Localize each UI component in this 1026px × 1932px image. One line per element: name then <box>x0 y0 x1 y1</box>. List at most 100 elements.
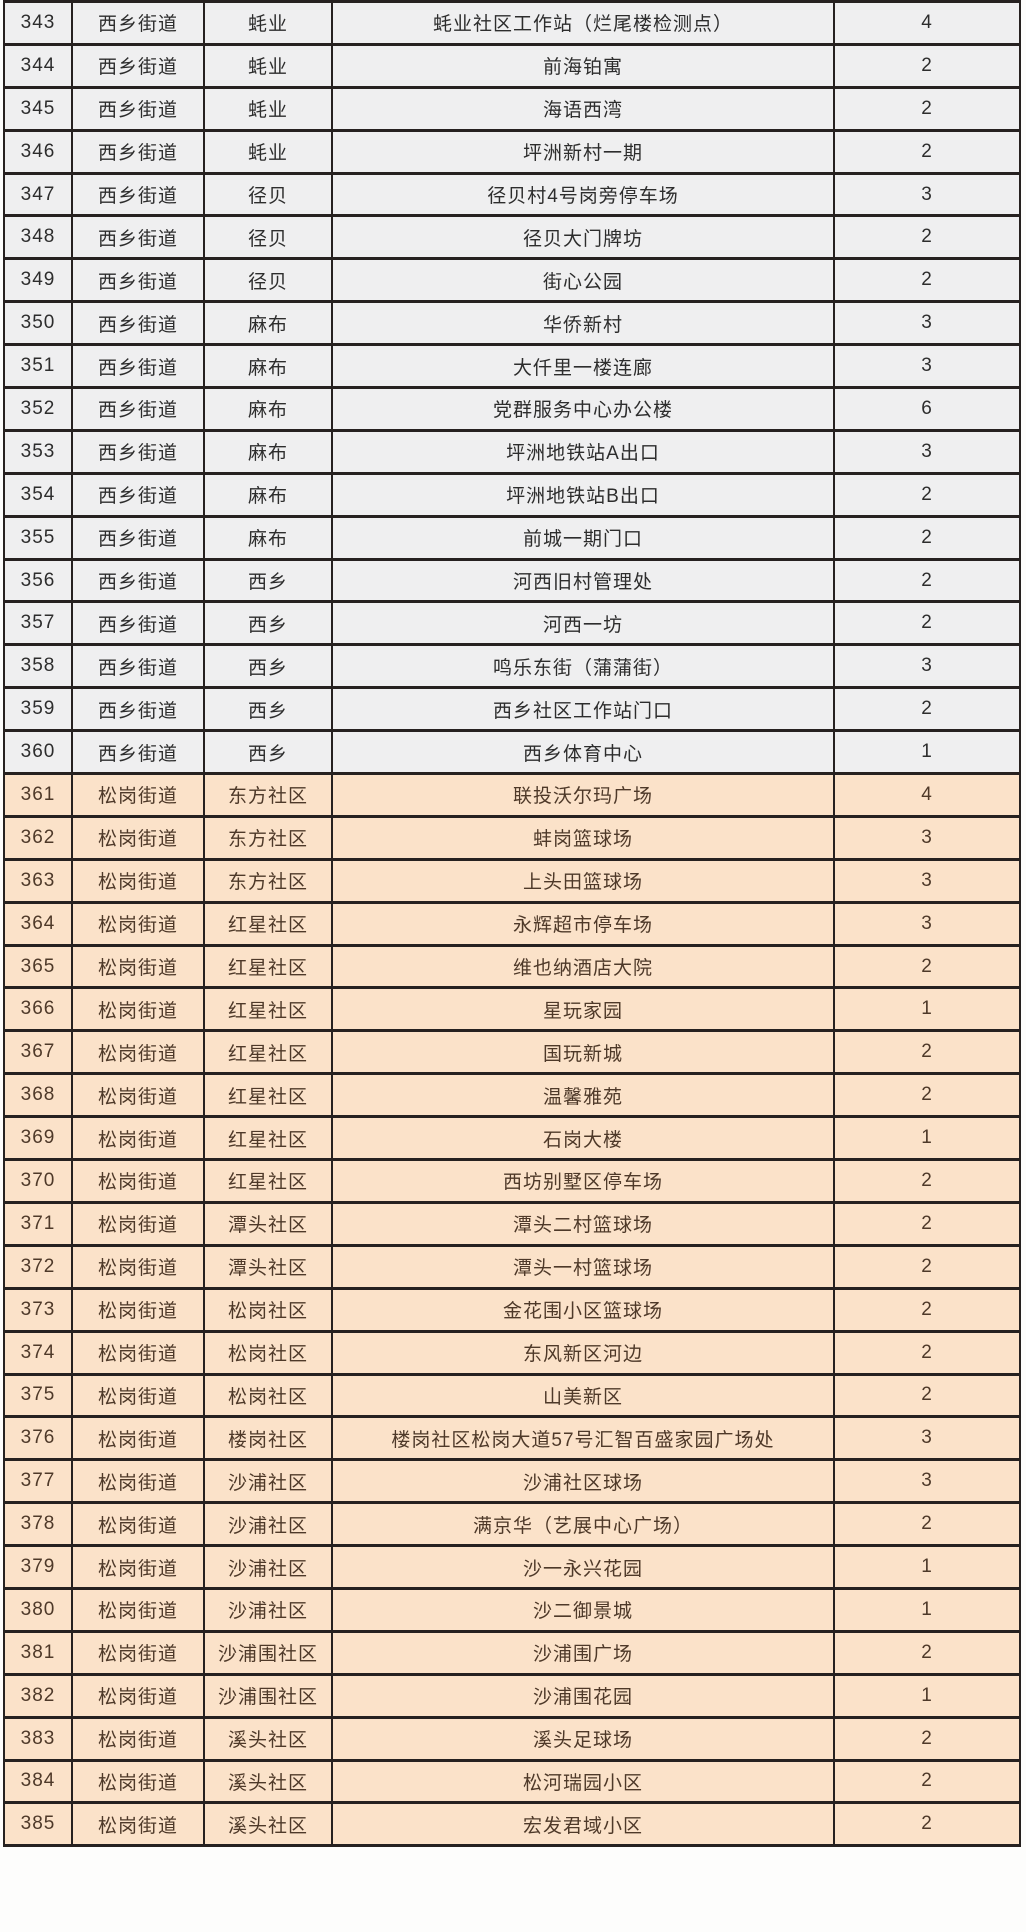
table-row: 384 松岗街道 溪头社区 松河瑞园小区 2 <box>3 1758 1021 1805</box>
table-row: 352 西乡街道 麻布 党群服务中心办公楼 6 <box>3 386 1021 432</box>
location-cell: 海语西湾 <box>331 85 835 132</box>
community-cell: 西乡 <box>203 600 333 647</box>
count-cell: 3 <box>833 343 1021 390</box>
table-row: 358 西乡街道 西乡 鸣乐东街（蒲蒲街） 3 <box>3 643 1021 690</box>
row-number-cell: 361 <box>3 772 73 818</box>
street-cell: 西乡街道 <box>71 471 205 518</box>
street-cell: 西乡街道 <box>71 729 205 776</box>
table-row: 375 松岗街道 松岗社区 山美新区 2 <box>3 1372 1021 1419</box>
table-row: 371 松岗街道 潭头社区 潭头二村篮球场 2 <box>3 1200 1021 1247</box>
row-number-cell: 373 <box>3 1286 73 1333</box>
community-cell: 麻布 <box>203 471 333 518</box>
table-row: 372 松岗街道 潭头社区 潭头一村篮球场 2 <box>3 1243 1021 1290</box>
table-row: 381 松岗街道 沙浦围社区 沙浦围广场 2 <box>3 1629 1021 1676</box>
community-cell: 蚝业 <box>203 0 333 46</box>
street-cell: 西乡街道 <box>71 85 205 132</box>
street-cell: 松岗街道 <box>71 1286 205 1333</box>
table-row: 364 松岗街道 红星社区 永辉超市停车场 3 <box>3 900 1021 947</box>
row-number-cell: 365 <box>3 943 73 990</box>
community-cell: 松岗社区 <box>203 1286 333 1333</box>
location-cell: 河西一坊 <box>331 600 835 647</box>
street-cell: 松岗街道 <box>71 943 205 990</box>
count-cell: 2 <box>833 471 1021 518</box>
table-row: 355 西乡街道 麻布 前城一期门口 2 <box>3 514 1021 561</box>
location-cell: 上头田篮球场 <box>331 857 835 904</box>
community-cell: 蚝业 <box>203 42 333 89</box>
location-cell: 沙二御景城 <box>331 1586 835 1633</box>
table-row: 378 松岗街道 沙浦社区 满京华（艺展中心广场） 2 <box>3 1501 1021 1548</box>
table-row: 379 松岗街道 沙浦社区 沙一永兴花园 1 <box>3 1544 1021 1590</box>
table-row: 351 西乡街道 麻布 大仟里一楼连廊 3 <box>3 343 1021 390</box>
location-cell: 沙浦社区球场 <box>331 1458 835 1505</box>
count-cell: 2 <box>833 1243 1021 1290</box>
table-row: 356 西乡街道 西乡 河西旧村管理处 2 <box>3 557 1021 604</box>
table-row: 353 西乡街道 麻布 坪洲地铁站A出口 3 <box>3 428 1021 475</box>
count-cell: 2 <box>833 1029 1021 1076</box>
row-number-cell: 376 <box>3 1415 73 1462</box>
location-cell: 前海铂寓 <box>331 42 835 89</box>
count-cell: 2 <box>833 1629 1021 1676</box>
community-cell: 西乡 <box>203 643 333 690</box>
row-number-cell: 368 <box>3 1072 73 1119</box>
community-cell: 麻布 <box>203 343 333 390</box>
community-cell: 红星社区 <box>203 1158 333 1204</box>
table-row: 363 松岗街道 东方社区 上头田篮球场 3 <box>3 857 1021 904</box>
row-number-cell: 381 <box>3 1629 73 1676</box>
row-number-cell: 371 <box>3 1200 73 1247</box>
table-row: 377 松岗街道 沙浦社区 沙浦社区球场 3 <box>3 1458 1021 1505</box>
street-cell: 西乡街道 <box>71 386 205 432</box>
table-row: 374 松岗街道 松岗社区 东风新区河边 2 <box>3 1329 1021 1376</box>
table-row: 373 松岗街道 松岗社区 金花围小区篮球场 2 <box>3 1286 1021 1333</box>
location-cell: 沙一永兴花园 <box>331 1544 835 1590</box>
count-cell: 4 <box>833 0 1021 46</box>
count-cell: 4 <box>833 772 1021 818</box>
location-cell: 党群服务中心办公楼 <box>331 386 835 432</box>
location-cell: 西乡体育中心 <box>331 729 835 776</box>
row-number-cell: 367 <box>3 1029 73 1076</box>
row-number-cell: 345 <box>3 85 73 132</box>
street-cell: 松岗街道 <box>71 857 205 904</box>
row-number-cell: 347 <box>3 171 73 218</box>
community-cell: 红星社区 <box>203 900 333 947</box>
community-cell: 西乡 <box>203 686 333 733</box>
community-cell: 东方社区 <box>203 772 333 818</box>
location-cell: 坪洲新村一期 <box>331 128 835 175</box>
table-row: 365 松岗街道 红星社区 维也纳酒店大院 2 <box>3 943 1021 990</box>
street-cell: 西乡街道 <box>71 557 205 604</box>
location-cell: 潭头二村篮球场 <box>331 1200 835 1247</box>
count-cell: 3 <box>833 300 1021 347</box>
community-cell: 东方社区 <box>203 814 333 861</box>
location-cell: 河西旧村管理处 <box>331 557 835 604</box>
row-number-cell: 360 <box>3 729 73 776</box>
count-cell: 1 <box>833 1544 1021 1590</box>
location-cell: 街心公园 <box>331 257 835 304</box>
street-cell: 西乡街道 <box>71 600 205 647</box>
community-cell: 潭头社区 <box>203 1243 333 1290</box>
location-cell: 鸣乐东街（蒲蒲街） <box>331 643 835 690</box>
row-number-cell: 362 <box>3 814 73 861</box>
count-cell: 2 <box>833 514 1021 561</box>
row-number-cell: 384 <box>3 1758 73 1805</box>
row-number-cell: 348 <box>3 214 73 261</box>
count-cell: 1 <box>833 729 1021 776</box>
street-cell: 松岗街道 <box>71 1672 205 1719</box>
location-cell: 大仟里一楼连廊 <box>331 343 835 390</box>
street-cell: 松岗街道 <box>71 1029 205 1076</box>
count-cell: 2 <box>833 1372 1021 1419</box>
location-cell: 西乡社区工作站门口 <box>331 686 835 733</box>
street-cell: 西乡街道 <box>71 428 205 475</box>
row-number-cell: 370 <box>3 1158 73 1204</box>
street-cell: 松岗街道 <box>71 1415 205 1462</box>
location-cell: 国玩新城 <box>331 1029 835 1076</box>
row-number-cell: 380 <box>3 1586 73 1633</box>
count-cell: 1 <box>833 986 1021 1033</box>
location-cell: 蚌岗篮球场 <box>331 814 835 861</box>
street-cell: 松岗街道 <box>71 1329 205 1376</box>
table-row: 359 西乡街道 西乡 西乡社区工作站门口 2 <box>3 686 1021 733</box>
street-cell: 西乡街道 <box>71 257 205 304</box>
count-cell: 3 <box>833 643 1021 690</box>
row-number-cell: 344 <box>3 42 73 89</box>
community-cell: 麻布 <box>203 428 333 475</box>
location-cell: 沙浦围广场 <box>331 1629 835 1676</box>
count-cell: 3 <box>833 857 1021 904</box>
